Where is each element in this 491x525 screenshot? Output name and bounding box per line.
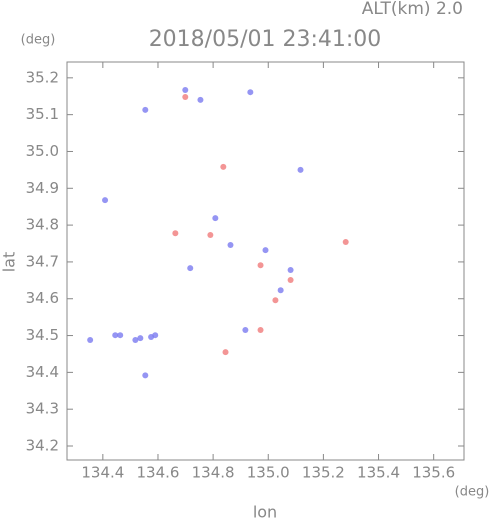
x-tick-label: 134.8 (192, 464, 235, 482)
echo-point (287, 267, 294, 274)
echo-point (117, 332, 124, 339)
echo-point (102, 197, 109, 204)
y-tick-label: 34.9 (26, 179, 59, 197)
echo-point (87, 336, 94, 343)
echo-point (277, 287, 284, 294)
y-tick-label: 34.5 (26, 326, 59, 344)
x-tick-label: 134.6 (137, 464, 180, 482)
echo-point (182, 86, 189, 93)
echo-point (262, 247, 269, 254)
altitude-label: ALT(km) 2.0 (362, 0, 463, 19)
x-tick-label: 135.6 (412, 464, 455, 482)
echo-point (220, 163, 227, 170)
echo-point (272, 297, 279, 304)
echo-point (287, 276, 294, 283)
y-tick-label: 35.1 (26, 105, 59, 123)
x-tick-label: 135.0 (247, 464, 290, 482)
x-unit: (deg) (455, 485, 490, 500)
echo-point (247, 89, 254, 96)
echo-point (142, 372, 149, 379)
y-tick-label: 35.0 (26, 142, 59, 160)
echo-point (257, 262, 264, 269)
plot-frame (66, 61, 465, 461)
echo-point (182, 93, 189, 100)
echo-point (257, 327, 264, 334)
echo-point (142, 106, 149, 113)
echo-point (187, 265, 194, 272)
echo-point (172, 230, 179, 237)
echo-point (342, 239, 349, 246)
echo-point (297, 166, 304, 173)
echo-point (197, 96, 204, 103)
y-tick-label: 34.2 (26, 437, 59, 455)
echo-point (242, 327, 249, 334)
y-tick-label: 34.4 (26, 363, 59, 381)
echo-point (152, 332, 159, 339)
x-tick-label: 135.4 (357, 464, 400, 482)
y-tick-label: 34.8 (26, 216, 59, 234)
y-unit: (deg) (21, 33, 56, 48)
echo-point (227, 241, 234, 248)
echo-point (212, 215, 219, 222)
y-tick-label: 34.7 (26, 252, 59, 270)
echo-point (207, 232, 214, 239)
x-tick-label: 134.4 (81, 464, 124, 482)
y-axis-label: lat (0, 252, 19, 273)
x-tick-label: 135.2 (302, 464, 345, 482)
echo-point (137, 335, 144, 342)
x-axis-label: lon (253, 503, 277, 522)
echo-point (222, 349, 229, 356)
echo-point (112, 332, 119, 339)
chart-title: 2018/05/01 23:41:00 (149, 27, 382, 52)
y-tick-label: 34.6 (26, 289, 59, 307)
y-tick-label: 35.2 (26, 68, 59, 86)
echo-point (132, 336, 139, 343)
y-tick-label: 34.3 (26, 400, 59, 418)
